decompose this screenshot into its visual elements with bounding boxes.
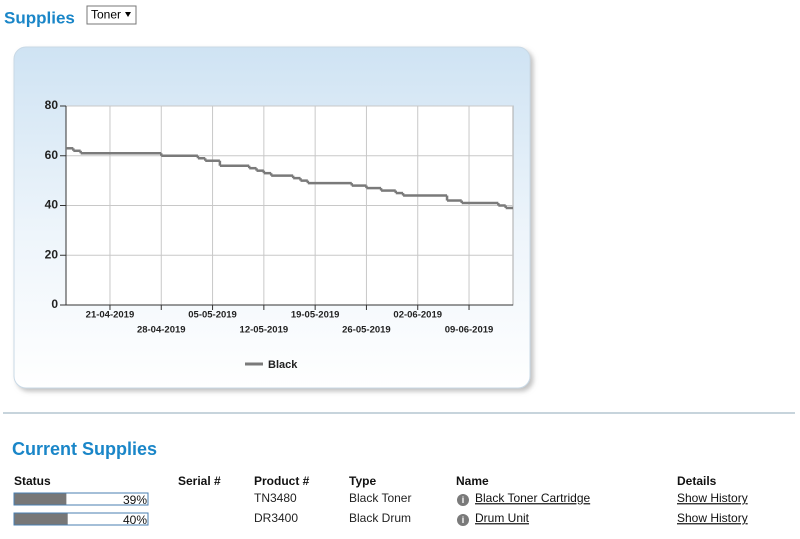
name-link[interactable]: Black Toner Cartridge: [475, 491, 590, 505]
page-title: Supplies: [4, 8, 75, 27]
info-icon[interactable]: [457, 514, 469, 526]
info-icon[interactable]: [457, 494, 469, 506]
status-label: 40%: [123, 513, 147, 527]
x-tick-label: 12-05-2019: [240, 325, 289, 336]
column-header: Status: [14, 474, 51, 488]
details-link[interactable]: Show History: [677, 511, 748, 525]
column-header: Type: [349, 474, 376, 488]
product: DR3400: [254, 511, 298, 525]
legend-label: Black: [268, 359, 298, 371]
select[interactable]: Toner: [86, 5, 137, 25]
x-tick-label: 28-04-2019: [137, 325, 186, 336]
y-tick-label: 0: [51, 297, 58, 311]
y-tick-label: 60: [45, 148, 59, 162]
column-header: Details: [677, 474, 717, 488]
select-value[interactable]: Toner: [91, 8, 121, 22]
info-i[interactable]: i: [462, 495, 465, 505]
status-bar: [14, 513, 68, 525]
details-link[interactable]: Show History: [677, 491, 748, 505]
x-tick-label: 19-05-2019: [291, 310, 340, 321]
status-label: 39%: [123, 493, 147, 507]
name-link[interactable]: Drum Unit: [475, 511, 530, 525]
info-i[interactable]: i: [462, 515, 465, 525]
status-bar: [14, 493, 67, 505]
product: TN3480: [254, 491, 297, 505]
y-tick-label: 80: [45, 98, 59, 112]
chart: 02040608021-04-201928-04-201905-05-20191…: [45, 98, 513, 371]
x-tick-label: 26-05-2019: [342, 325, 391, 336]
x-tick-label: 02-06-2019: [393, 310, 442, 321]
supplies-table: Status Serial # Product # Type Name Details 39…: [13, 474, 748, 527]
x-tick-label: 09-06-2019: [445, 325, 494, 336]
type: Black Drum: [349, 511, 411, 525]
x-tick-label: 21-04-2019: [86, 310, 135, 321]
select-box[interactable]: [86, 5, 137, 25]
y-tick-label: 40: [45, 198, 59, 212]
section-title: Current Supplies: [12, 439, 157, 459]
type: Black Toner: [349, 491, 411, 505]
x-tick-label: 05-05-2019: [188, 310, 237, 321]
column-header: Product #: [254, 474, 310, 488]
y-tick-label: 20: [45, 247, 59, 261]
select-arrow[interactable]: [125, 12, 131, 17]
column-header: Serial #: [178, 474, 221, 488]
column-header: Name: [456, 474, 489, 488]
